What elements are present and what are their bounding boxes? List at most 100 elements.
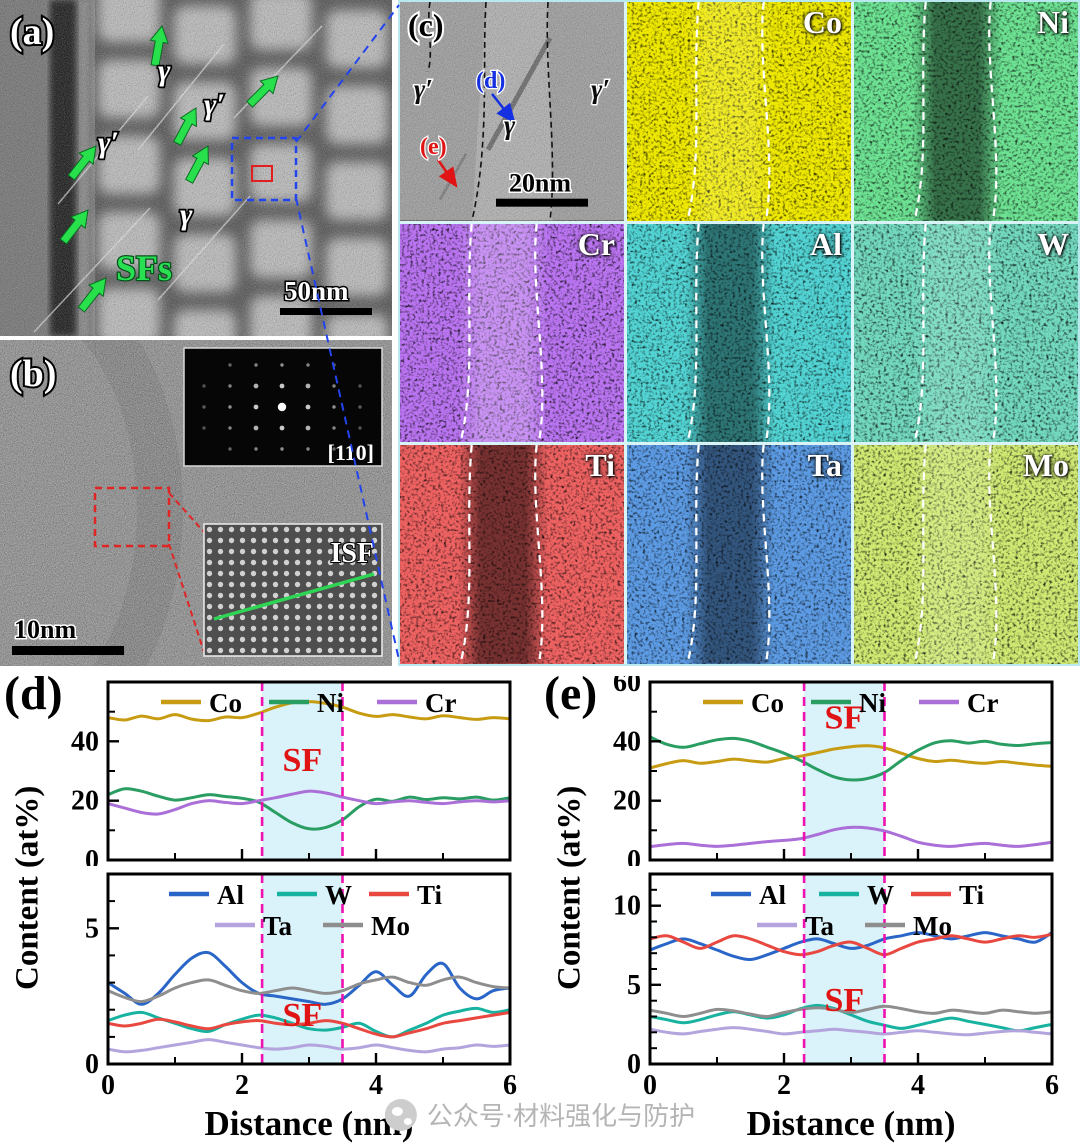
panel-b-svg: [110] ISF (b) 10nm bbox=[0, 340, 392, 666]
map-element-label: Al bbox=[810, 225, 842, 262]
eds-map-svg bbox=[854, 2, 1078, 221]
svg-text:Co: Co bbox=[209, 688, 242, 718]
eds-map-co: Co bbox=[627, 2, 851, 221]
phase-boundary-dash-right bbox=[761, 445, 771, 664]
d-y-axis-label: Content (at%) bbox=[9, 785, 46, 991]
e-y-axis-label: Content (at%) bbox=[551, 785, 588, 991]
c-gamma-prime-right: γ′ bbox=[591, 74, 610, 104]
d-arrow bbox=[491, 93, 516, 124]
phase-boundary-dash-left bbox=[459, 445, 473, 664]
panel-b-label: (b) bbox=[10, 353, 56, 395]
svg-text:0: 0 bbox=[101, 1070, 115, 1101]
svg-text:Ta: Ta bbox=[805, 911, 835, 941]
eds-map-ti: Ti bbox=[400, 445, 624, 664]
svg-text:5: 5 bbox=[627, 970, 641, 1001]
zone-axis-label: [110] bbox=[328, 440, 374, 465]
eds-map-svg bbox=[400, 445, 624, 664]
phase-boundary-dash-left bbox=[913, 445, 927, 664]
map-element-label: Mo bbox=[1022, 447, 1069, 484]
gamma-label-bottom: γ bbox=[180, 198, 193, 231]
chart-d-bottom: SF 0 5 0 2 4 6 Al W Ti Ta Mo bbox=[58, 868, 518, 1109]
phase-boundary-dash-right bbox=[988, 445, 998, 664]
phase-boundary-dash-left bbox=[686, 223, 700, 443]
svg-text:Mo: Mo bbox=[913, 911, 952, 941]
svg-text:W: W bbox=[867, 880, 894, 910]
eds-map-mo: Mo bbox=[854, 445, 1078, 664]
phase-boundary-dash-right bbox=[534, 445, 544, 664]
map-element-label: Cr bbox=[577, 225, 615, 262]
eds-map-svg bbox=[400, 223, 624, 443]
svg-text:20: 20 bbox=[71, 786, 99, 817]
e-x-axis-label: Distance (nm) bbox=[746, 1104, 956, 1143]
map-element-label: Ni bbox=[1037, 4, 1069, 40]
svg-text:SF: SF bbox=[282, 742, 322, 779]
panel-c-scale-bar bbox=[496, 198, 588, 207]
svg-text:Ni: Ni bbox=[317, 688, 344, 718]
eds-map-svg bbox=[627, 445, 851, 664]
panel-a-scale-text: 50nm bbox=[284, 276, 349, 306]
svg-text:Ti: Ti bbox=[959, 880, 985, 910]
svg-text:Al: Al bbox=[217, 880, 244, 910]
gamma-prime-label-left: γ′ bbox=[98, 126, 119, 159]
svg-text:60: 60 bbox=[613, 676, 641, 698]
svg-text:5: 5 bbox=[85, 913, 99, 944]
chart-e-top: SF 0 20 40 60 Co Ni Cr bbox=[600, 667, 1060, 876]
svg-text:0: 0 bbox=[85, 1049, 99, 1080]
eds-map-cr: Cr bbox=[400, 223, 624, 443]
svg-text:Ti: Ti bbox=[417, 880, 443, 910]
fft-inset: [110] bbox=[183, 347, 383, 467]
phase-boundary-dash-right bbox=[761, 2, 771, 221]
panel-a-label: (a) bbox=[10, 11, 54, 53]
panel-c-eds-grid: (c) γ′ γ′ γ (d) (e) 20nm bbox=[398, 0, 1080, 666]
phase-boundary-dash-left bbox=[913, 2, 927, 221]
panel-b-scale-bar bbox=[12, 646, 124, 655]
svg-text:SF: SF bbox=[824, 699, 864, 736]
svg-text:SF: SF bbox=[824, 982, 864, 1019]
svg-text:0: 0 bbox=[627, 1049, 641, 1080]
svg-text:0: 0 bbox=[627, 845, 641, 866]
c-gamma: γ bbox=[504, 110, 516, 140]
phase-boundary-dash-right bbox=[761, 223, 771, 443]
eds-map-al: Al bbox=[627, 223, 851, 443]
hrtem-region-box bbox=[251, 165, 273, 182]
panel-c-tem-cell: (c) γ′ γ′ γ (d) (e) 20nm bbox=[400, 2, 624, 221]
svg-text:10: 10 bbox=[613, 891, 641, 922]
line-profile-charts: (d) (e) Content (at%) Content (at%) SF 0 2… bbox=[0, 666, 1080, 1145]
d-x-axis-label: Distance (nm) bbox=[204, 1104, 414, 1143]
phase-boundary-dashes bbox=[427, 2, 554, 221]
panel-e-label: (e) bbox=[544, 667, 598, 720]
svg-text:Mo: Mo bbox=[371, 911, 410, 941]
chart-e-bottom: SF 0 5 10 0 2 4 6 Al W Ti Ta Mo bbox=[600, 868, 1060, 1109]
svg-text:Cr: Cr bbox=[967, 688, 998, 718]
panel-c-tem-svg: (c) γ′ γ′ γ (d) (e) 20nm bbox=[400, 2, 624, 221]
sf-arrows bbox=[59, 24, 279, 313]
isf-region-box bbox=[93, 486, 171, 548]
eds-map-svg bbox=[854, 223, 1078, 443]
phase-boundary-dash-left bbox=[686, 2, 700, 221]
phase-boundary-dash-right bbox=[988, 2, 998, 221]
c-e-marker: (e) bbox=[420, 134, 447, 160]
panel-c-label: (c) bbox=[408, 8, 444, 43]
chart-d-top: SF 0 20 40 Co Ni Cr bbox=[58, 676, 518, 876]
svg-text:W: W bbox=[325, 880, 352, 910]
gamma-label-top: γ bbox=[158, 54, 171, 87]
c-d-marker: (d) bbox=[476, 68, 505, 94]
svg-text:20: 20 bbox=[613, 786, 641, 817]
panel-b-scale-text: 10nm bbox=[14, 615, 76, 644]
panel-c-scale-text: 20nm bbox=[509, 169, 571, 198]
svg-text:4: 4 bbox=[911, 1070, 925, 1101]
eds-map-svg bbox=[627, 2, 851, 221]
isf-connector-lines bbox=[168, 492, 205, 653]
svg-text:Al: Al bbox=[759, 880, 786, 910]
svg-text:2: 2 bbox=[777, 1070, 791, 1101]
phase-boundary-dash-left bbox=[459, 223, 473, 443]
isf-label: ISF bbox=[330, 538, 374, 569]
svg-text:Ni: Ni bbox=[859, 688, 886, 718]
phase-boundary-dash-right bbox=[988, 223, 998, 443]
eds-map-ta: Ta bbox=[627, 445, 851, 664]
zoom-region-box bbox=[230, 136, 298, 202]
svg-text:0: 0 bbox=[643, 1070, 657, 1101]
e-arrow bbox=[436, 159, 458, 188]
eds-map-w: W bbox=[854, 223, 1078, 443]
eds-map-svg bbox=[854, 445, 1078, 664]
